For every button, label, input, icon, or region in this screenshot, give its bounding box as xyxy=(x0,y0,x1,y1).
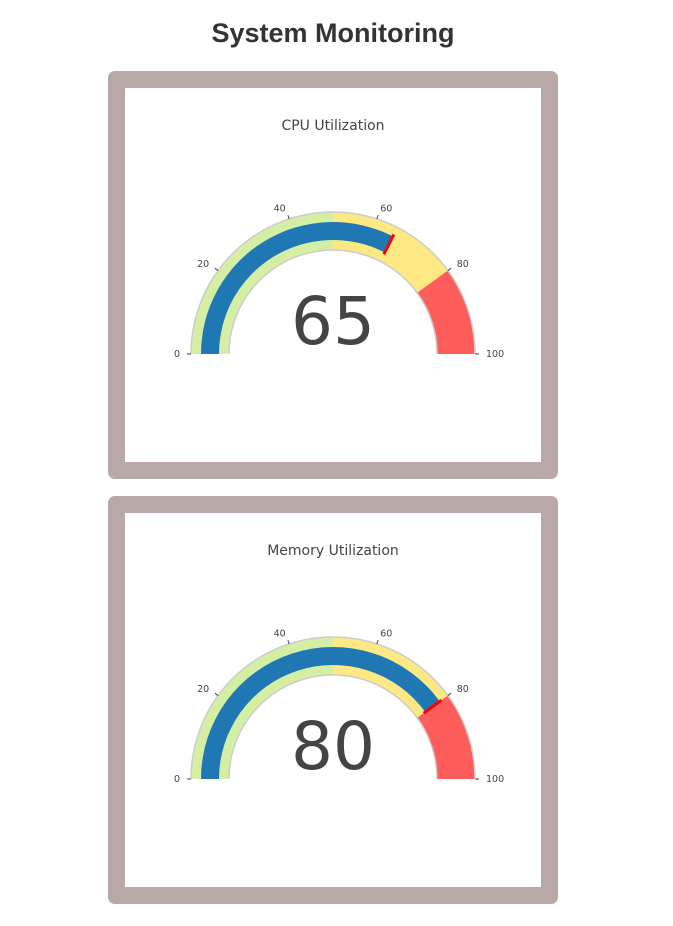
gauge-inner-border xyxy=(228,249,438,355)
gauge-tick xyxy=(447,692,452,696)
gauge-tick xyxy=(376,214,379,220)
gauge-step-band-2 xyxy=(417,270,475,354)
gauge-tick-label: 0 xyxy=(174,774,180,785)
gauge-tick-label: 60 xyxy=(380,628,392,639)
gauge-inner-border xyxy=(228,674,438,780)
gauge-title: CPU Utilization xyxy=(281,118,384,134)
gauge-tick xyxy=(287,214,290,220)
memory-gauge-card: Memory Utilization 0 20 40 60 80 100 80 xyxy=(125,513,541,887)
gauge-tick xyxy=(447,267,452,271)
gauge-tick-label: 40 xyxy=(274,628,286,639)
gauge-tick-label: 20 xyxy=(197,684,209,695)
gauge-step-band-0 xyxy=(191,212,333,354)
gauge-step-band-0 xyxy=(191,637,333,779)
memory-gauge-panel: Memory Utilization 0 20 40 60 80 100 80 xyxy=(108,496,558,904)
page-title: System Monitoring xyxy=(211,18,455,48)
gauge-tick xyxy=(376,639,379,645)
cpu-gauge-chart: CPU Utilization 0 20 40 60 80 100 65 xyxy=(174,118,504,360)
gauge-tick-label: 60 xyxy=(380,203,392,214)
gauge-tick-label: 0 xyxy=(174,349,180,360)
gauge-value-number: 65 xyxy=(291,283,375,360)
gauge-value-bar xyxy=(201,221,393,354)
gauge-threshold-marker xyxy=(382,233,396,255)
gauge-tick xyxy=(214,692,219,696)
cpu-gauge-panel: CPU Utilization 0 20 40 60 80 100 65 xyxy=(108,71,558,479)
gauge-tick-label: 20 xyxy=(197,259,209,270)
gauge-tick-label: 100 xyxy=(486,349,504,360)
memory-gauge-chart: Memory Utilization 0 20 40 60 80 100 80 xyxy=(174,543,504,785)
cpu-gauge-card: CPU Utilization 0 20 40 60 80 100 65 xyxy=(125,88,541,462)
gauge-step-band-2 xyxy=(417,695,475,779)
gauge-tick-label: 100 xyxy=(486,774,504,785)
gauge-value-bar xyxy=(201,647,440,779)
gauge-tick-label: 80 xyxy=(457,259,469,270)
gauge-outer-border xyxy=(190,636,476,780)
gauge-value-number: 80 xyxy=(291,708,375,785)
gauge-threshold-marker xyxy=(422,699,443,715)
gauge-tick-label: 80 xyxy=(457,684,469,695)
gauge-tick xyxy=(287,639,290,645)
gauge-tick xyxy=(214,267,219,271)
gauge-tick-label: 40 xyxy=(274,203,286,214)
gauge-outer-border xyxy=(190,211,476,355)
gauge-title: Memory Utilization xyxy=(267,543,399,559)
